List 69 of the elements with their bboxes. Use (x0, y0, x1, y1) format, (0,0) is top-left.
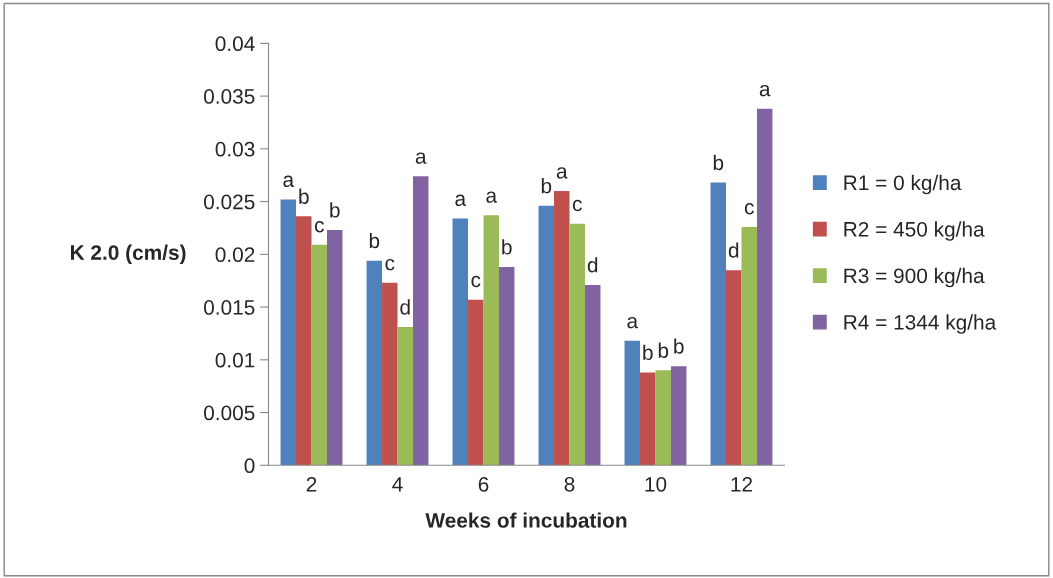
bar (483, 215, 499, 466)
bar (468, 299, 484, 466)
bar (726, 270, 742, 466)
data-label: c (385, 258, 395, 271)
data-label: a (486, 191, 498, 203)
bar (640, 372, 656, 466)
y-tick-label: 0.04 (215, 36, 255, 52)
x-tick-label: 4 (392, 477, 403, 492)
bar (710, 182, 727, 466)
bar (311, 244, 327, 466)
y-tick-label: 0.01 (215, 352, 255, 368)
bar (584, 284, 601, 466)
data-label: b (658, 342, 669, 358)
y-tick-label: 0.005 (204, 405, 255, 421)
y-tick-label: 0.02 (215, 247, 255, 263)
y-axis-title: K 2.0 (cm/s) (70, 244, 186, 265)
data-label: a (415, 152, 427, 164)
bar (538, 205, 555, 466)
data-label: d (587, 257, 598, 273)
data-label: c (471, 275, 481, 288)
x-tick-label: 8 (564, 476, 575, 492)
x-tick-label: 10 (645, 476, 667, 492)
data-label: b (541, 178, 552, 194)
data-label: b (674, 338, 684, 354)
y-tick-label: 0.03 (215, 141, 255, 157)
legend-label: R1 = 0 kg/ha (844, 174, 962, 195)
x-tick-label: 2 (306, 476, 317, 492)
data-label: a (627, 316, 639, 329)
bar (397, 327, 413, 466)
x-axis-title: Weeks of incubation (425, 512, 627, 528)
x-tick-label: 6 (478, 476, 489, 492)
bar (554, 191, 570, 466)
data-label: c (572, 199, 582, 212)
y-tick-label: 0 (244, 458, 255, 474)
data-label: b (330, 202, 340, 218)
bar (624, 340, 641, 466)
y-tick-label: 0.015 (204, 300, 255, 315)
y-tick-label: 0.025 (204, 194, 255, 210)
data-label: c (744, 203, 754, 215)
data-label: c (314, 220, 324, 233)
data-label: a (283, 175, 295, 188)
bar (670, 366, 687, 466)
bar (412, 176, 429, 466)
bar (741, 226, 757, 466)
bar (498, 266, 515, 466)
bar (326, 230, 343, 466)
legend-label: R2 = 450 kg/ha (844, 221, 985, 241)
bar (280, 199, 297, 466)
bar (452, 218, 469, 466)
data-label: b (502, 239, 512, 255)
data-label: b (299, 188, 309, 204)
legend-label: R3 = 900 kg/ha (844, 267, 985, 288)
data-label: d (400, 299, 410, 315)
bar (756, 108, 773, 466)
bar (366, 260, 383, 466)
data-label: b (643, 344, 653, 361)
data-label: b (713, 154, 724, 171)
bar (569, 223, 585, 466)
data-label: a (455, 194, 467, 206)
data-label: a (759, 84, 771, 97)
data-label: a (556, 167, 568, 179)
x-tick-label: 12 (731, 476, 753, 492)
bar (296, 216, 312, 466)
data-label: b (369, 232, 380, 249)
bar (382, 282, 398, 466)
data-label: d (728, 242, 739, 258)
y-tick-label: 0.035 (204, 89, 255, 104)
legend-label: R4 = 1344 kg/ha (844, 314, 997, 334)
bar (655, 370, 671, 466)
